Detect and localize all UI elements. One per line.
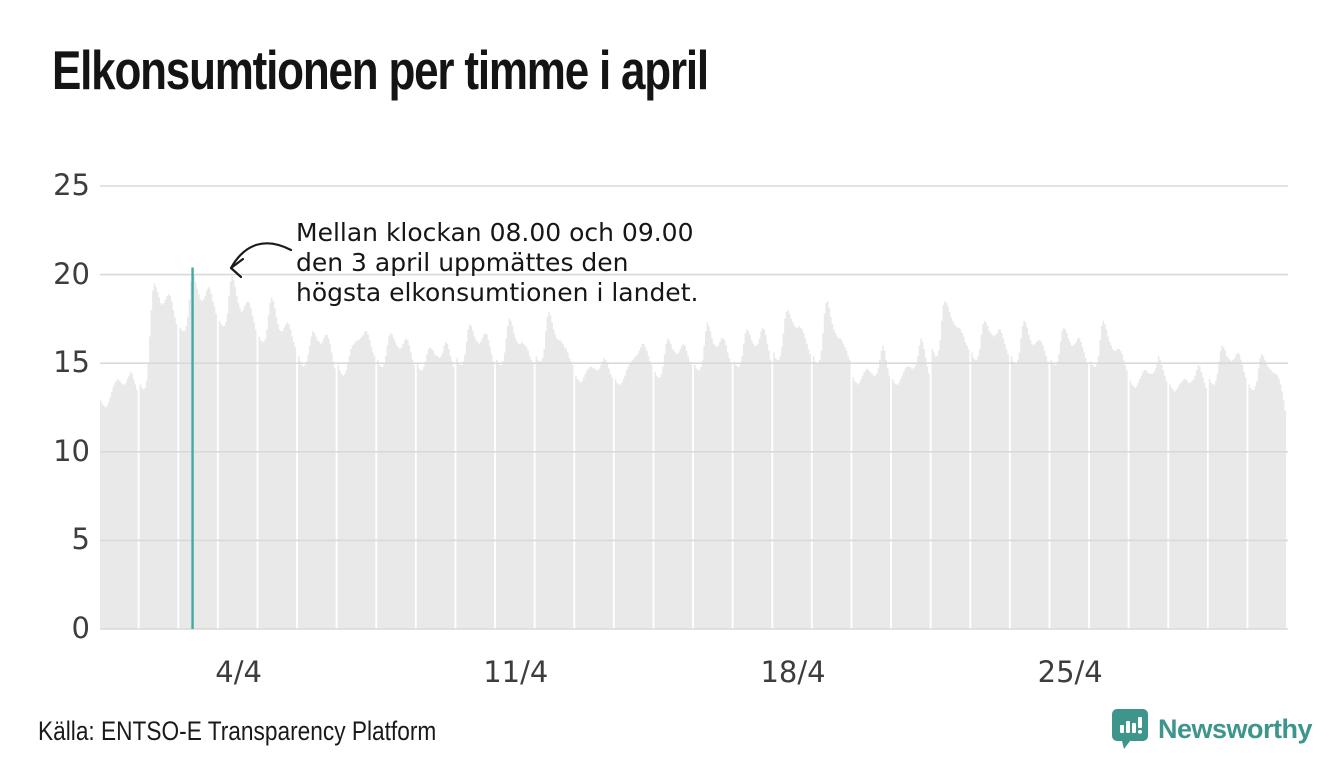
- day-bars: [654, 338, 693, 629]
- source-note: Källa: ENTSO-E Transparency Platform: [38, 716, 437, 746]
- day-bars: [100, 372, 138, 629]
- x-axis-tick-label: 11/4: [483, 655, 549, 689]
- hourly-bars: [100, 267, 1287, 629]
- y-axis-tick-label: 10: [53, 433, 90, 468]
- y-axis-tick-label: 15: [53, 345, 90, 380]
- day-bars: [614, 343, 653, 629]
- day-bars: [694, 322, 732, 629]
- day-bars: [1248, 354, 1287, 629]
- day-bars: [1208, 345, 1247, 629]
- page-title: Elkonsumtionen per timme i april: [52, 39, 709, 101]
- gridlines: [100, 185, 1288, 630]
- y-axis-tick-label: 5: [71, 522, 90, 557]
- annotation-line-3: högsta elkonsumtionen i landet.: [296, 278, 699, 307]
- y-axis-tick-label: 20: [53, 256, 90, 291]
- day-bars: [971, 320, 1009, 629]
- day-bars: [1169, 365, 1207, 629]
- day-bars: [852, 345, 891, 629]
- day-bars: [1050, 327, 1089, 629]
- day-bars: [812, 301, 851, 629]
- x-axis-tick-label: 18/4: [760, 655, 826, 689]
- y-axis-tick-label: 0: [71, 611, 90, 645]
- day-bars: [535, 311, 574, 629]
- day-bars: [258, 297, 297, 629]
- day-bars: [218, 276, 257, 629]
- brand-name: Newsworthy: [1158, 714, 1313, 744]
- day-bars: [298, 331, 336, 629]
- day-bars: [377, 333, 415, 629]
- day-bars: [1090, 320, 1128, 629]
- day-bars: [892, 338, 930, 629]
- day-bars: [931, 301, 970, 629]
- x-axis-tick-label: 4/4: [215, 655, 262, 689]
- day-bars: [773, 310, 811, 629]
- annotation-arrow-icon: [229, 242, 293, 279]
- y-axis-tick-label: 25: [53, 168, 90, 202]
- day-bars: [496, 318, 534, 629]
- annotation-text: Mellan klockan 08.00 och 09.00 den 3 apr…: [296, 218, 698, 308]
- day-bars: [416, 341, 455, 629]
- day-bars: [1010, 320, 1049, 629]
- day-bars: [337, 331, 376, 629]
- day-bars: [179, 267, 217, 629]
- day-bars: [1129, 356, 1168, 629]
- annotation-line-1: Mellan klockan 08.00 och 09.00: [296, 218, 694, 247]
- annotation-line-2: den 3 april uppmättes den: [296, 248, 629, 277]
- x-axis-tick-label: 25/4: [1037, 655, 1103, 689]
- day-bars: [575, 357, 613, 629]
- day-bars: [456, 324, 495, 629]
- day-bars: [139, 283, 178, 629]
- day-bars: [733, 327, 772, 629]
- newsworthy-logo-icon: [1112, 709, 1148, 749]
